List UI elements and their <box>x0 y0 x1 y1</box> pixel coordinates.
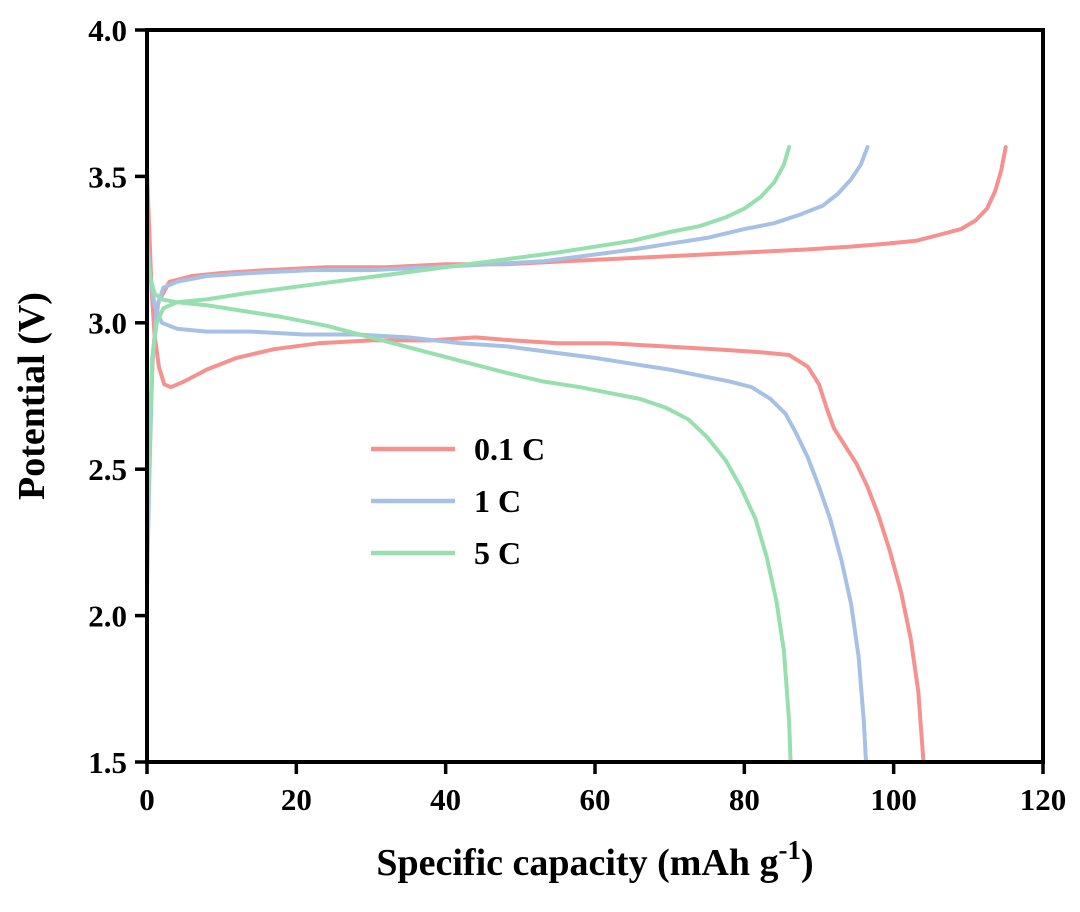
curve-5c-discharge <box>145 247 793 764</box>
legend-item-5c: 5 C <box>368 532 545 574</box>
legend-label-1c: 1 C <box>474 482 522 519</box>
legend-item-1c: 1 C <box>368 480 545 522</box>
x-tick-label: 40 <box>430 782 461 817</box>
y-tick-label: 1.5 <box>88 745 127 780</box>
x-tick-label: 80 <box>729 782 760 817</box>
x-tick-label: 0 <box>139 782 155 817</box>
y-tick-label: 2.5 <box>88 452 127 487</box>
x-tick-label: 60 <box>580 782 611 817</box>
legend-label-5c: 5 C <box>474 534 522 571</box>
legend-line-0.1c-icon <box>371 446 455 452</box>
curve-0.1c-discharge <box>145 168 926 764</box>
legend-line-5c-icon <box>371 550 455 556</box>
curve-5c-charge <box>145 145 792 559</box>
y-tick-label: 3.0 <box>88 306 127 341</box>
y-axis-title: Potential (V) <box>11 292 53 500</box>
legend-line-1c-icon <box>371 498 455 504</box>
legend: 0.1 C 1 C 5 C <box>368 428 545 574</box>
curves-group <box>145 145 1008 764</box>
x-axis-title: Specific capacity (mAh g-1) <box>376 835 813 884</box>
axes-group: 0 20 40 60 80 100 120 1.5 2.0 2.5 3.0 3.5 4.0 <box>88 13 1066 817</box>
x-tick-label: 100 <box>870 782 917 817</box>
legend-item-0.1c: 0.1 C <box>368 428 545 470</box>
x-tick-label: 120 <box>1020 782 1067 817</box>
y-tick-label: 4.0 <box>88 13 127 48</box>
y-tick-label: 2.0 <box>88 598 127 633</box>
legend-label-0.1c: 0.1 C <box>474 430 546 467</box>
curve-1c-charge <box>145 145 870 589</box>
plot-frame <box>145 28 1045 764</box>
y-tick-label: 3.5 <box>88 159 127 194</box>
curve-1c-discharge <box>145 233 868 764</box>
x-tick-label: 20 <box>281 782 312 817</box>
